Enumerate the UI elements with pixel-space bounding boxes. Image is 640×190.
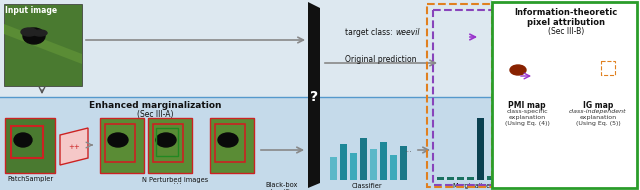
Text: Black-box
classifier: Black-box classifier (266, 182, 298, 190)
Ellipse shape (23, 28, 45, 44)
Polygon shape (60, 128, 88, 165)
Bar (437, 177, 444, 180)
Bar (380, 142, 387, 180)
Bar (568, 38, 628, 98)
Bar (427, 4, 492, 187)
Ellipse shape (510, 65, 526, 75)
Text: Original prediction: Original prediction (345, 55, 417, 64)
Text: Enhanced marginalization: Enhanced marginalization (89, 101, 221, 110)
Bar (360, 138, 367, 180)
Text: Input image: Input image (5, 6, 57, 15)
Bar (210, 118, 254, 173)
Bar (492, 2, 637, 188)
Bar (447, 177, 454, 180)
Bar (0, 97, 492, 190)
Text: (Using Eq. (5)): (Using Eq. (5)) (575, 121, 620, 126)
Bar (457, 177, 464, 180)
Bar (148, 118, 192, 173)
Bar (507, 175, 514, 180)
Bar (496, 38, 558, 98)
Bar (153, 124, 183, 162)
Bar (467, 177, 474, 180)
Text: (Sec III-A): (Sec III-A) (137, 110, 173, 119)
Text: target class:: target class: (345, 28, 395, 37)
Text: class-specific: class-specific (506, 109, 548, 114)
Bar (11, 126, 43, 158)
Bar (0, 0, 492, 97)
Polygon shape (308, 2, 320, 188)
Text: ++: ++ (68, 144, 80, 150)
Ellipse shape (108, 133, 128, 147)
Bar (156, 128, 178, 156)
Text: explanation: explanation (508, 115, 545, 120)
Ellipse shape (218, 133, 238, 147)
Text: PMI map: PMI map (508, 101, 546, 110)
Text: IG map: IG map (583, 101, 613, 110)
Text: ...: ... (404, 146, 412, 154)
Text: Marginalized
prediction: Marginalized prediction (452, 183, 495, 190)
Text: Information-theoretic
pixel attribution: Information-theoretic pixel attribution (515, 8, 618, 27)
Ellipse shape (601, 63, 615, 73)
Ellipse shape (21, 28, 37, 36)
Bar (487, 176, 494, 180)
Bar (370, 149, 377, 180)
Text: weevil: weevil (395, 28, 419, 37)
Bar (5, 118, 55, 173)
Bar (105, 124, 135, 162)
Ellipse shape (510, 66, 538, 86)
Bar (601, 61, 615, 75)
Text: (Sec III-B): (Sec III-B) (548, 27, 584, 36)
Bar (330, 157, 337, 180)
Polygon shape (4, 24, 82, 64)
Ellipse shape (156, 133, 176, 147)
Bar (497, 177, 504, 180)
Text: explanation: explanation (579, 115, 616, 120)
Bar (400, 146, 407, 180)
Bar (215, 124, 245, 162)
Bar (4, 4, 82, 86)
Bar (433, 10, 521, 185)
Text: Classifier
responses: Classifier responses (350, 183, 384, 190)
Bar (340, 144, 347, 180)
Bar (390, 155, 397, 180)
Bar (477, 118, 484, 180)
Bar (492, 0, 640, 190)
Text: class-independent: class-independent (569, 109, 627, 114)
Bar (100, 118, 144, 173)
Bar (350, 153, 357, 180)
Ellipse shape (33, 30, 47, 36)
Ellipse shape (14, 133, 32, 147)
Text: ...: ... (173, 176, 182, 186)
Text: ?: ? (310, 90, 318, 104)
Text: N Perturbed images: N Perturbed images (142, 177, 208, 183)
Text: (Using Eq. (4)): (Using Eq. (4)) (504, 121, 549, 126)
Text: PatchSampler: PatchSampler (7, 176, 53, 182)
